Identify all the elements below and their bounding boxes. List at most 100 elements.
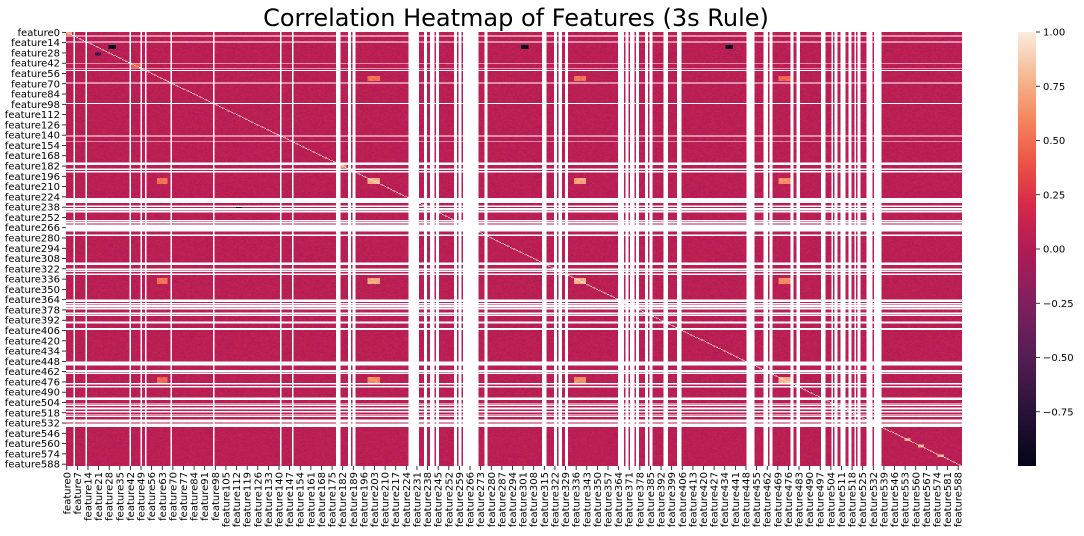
colorbar-tick-label: 0.25 (1043, 190, 1065, 201)
x-tick-label: feature231 (412, 472, 423, 527)
y-tick-label: feature266 (5, 223, 60, 234)
x-tick-label: feature532 (869, 472, 880, 527)
y-tick-label: feature238 (5, 203, 60, 214)
colorbar-tick-labels: 1.00 0.75 0.50 0.25 0.00 −0.25 −0.50 −0.75 (1036, 28, 1074, 418)
x-tick-label: feature511 (837, 472, 848, 527)
y-tick-label: feature532 (5, 419, 60, 430)
x-tick-label: feature581 (943, 472, 954, 527)
x-axis-tick-labels: feature0 feature7 feature14 feature21 featur… (62, 466, 965, 527)
x-tick-label: feature483 (795, 472, 806, 527)
x-tick-label: feature364 (614, 472, 625, 527)
y-tick-label: feature168 (5, 151, 60, 162)
x-tick-label: feature105 (221, 472, 232, 527)
x-tick-label: feature14 (83, 472, 94, 521)
x-tick-label: feature0 (62, 472, 73, 514)
y-tick-label: feature70 (11, 79, 60, 90)
heatmap-cells (66, 32, 962, 466)
x-tick-label: feature182 (338, 472, 349, 527)
x-tick-label: feature434 (720, 472, 731, 527)
y-tick-label: feature210 (5, 182, 60, 193)
x-tick-label: feature350 (593, 472, 604, 527)
x-tick-label: feature357 (603, 472, 614, 527)
y-axis-tick-labels: feature0feature14feature28feature42featu… (5, 28, 66, 471)
x-tick-label: feature161 (306, 472, 317, 527)
x-tick-label: feature21 (94, 472, 105, 521)
y-tick-label: feature154 (5, 141, 60, 152)
x-tick-label: feature525 (858, 472, 869, 527)
colorbar-tick-label: 1.00 (1043, 28, 1065, 39)
y-tick-label: feature0 (18, 28, 60, 39)
x-tick-label: feature126 (253, 472, 264, 527)
x-tick-label: feature294 (508, 472, 519, 527)
x-tick-label: feature217 (391, 472, 402, 527)
y-tick-label: feature392 (5, 316, 60, 327)
x-tick-label: feature406 (678, 472, 689, 527)
x-tick-label: feature56 (147, 472, 158, 521)
y-tick-label: feature518 (5, 408, 60, 419)
x-tick-label: feature413 (688, 472, 699, 527)
x-tick-label: feature147 (285, 472, 296, 527)
colorbar: 1.00 0.75 0.50 0.25 0.00 −0.25 −0.50 −0.75 (1018, 28, 1074, 466)
x-tick-label: feature378 (635, 472, 646, 527)
x-tick-label: feature252 (444, 472, 455, 527)
y-tick-label: feature546 (5, 429, 60, 440)
x-tick-label: feature112 (232, 472, 243, 527)
y-tick-label: feature182 (5, 162, 60, 173)
colorbar-tick-label: −0.50 (1043, 353, 1074, 364)
x-tick-label: feature427 (710, 472, 721, 527)
x-tick-label: feature504 (826, 472, 837, 527)
x-tick-label: feature224 (402, 472, 413, 527)
x-tick-label: feature84 (190, 472, 201, 521)
x-tick-label: feature140 (275, 472, 286, 527)
x-tick-label: feature371 (625, 472, 636, 527)
y-tick-label: feature588 (5, 460, 60, 471)
x-tick-label: feature273 (476, 472, 487, 527)
x-tick-label: feature259 (455, 472, 466, 527)
x-tick-label: feature336 (572, 472, 583, 527)
x-tick-label: feature77 (179, 472, 190, 521)
colorbar-tick-label: 0.50 (1043, 136, 1065, 147)
x-tick-label: feature42 (126, 472, 137, 521)
y-tick-label: feature378 (5, 305, 60, 316)
x-tick-label: feature497 (816, 472, 827, 527)
x-tick-label: feature203 (370, 472, 381, 527)
y-tick-label: feature308 (5, 254, 60, 265)
x-tick-label: feature469 (773, 472, 784, 527)
y-tick-label: feature364 (5, 295, 60, 306)
x-tick-label: feature329 (561, 472, 572, 527)
y-tick-label: feature140 (5, 131, 60, 142)
x-tick-label: feature420 (699, 472, 710, 527)
x-tick-label: feature35 (115, 472, 126, 521)
y-tick-label: feature294 (5, 244, 60, 255)
chart-title: Correlation Heatmap of Features (3s Rule… (263, 4, 769, 32)
x-tick-label: feature308 (529, 472, 540, 527)
y-tick-label: feature574 (5, 449, 60, 460)
x-tick-label: feature322 (550, 472, 561, 527)
y-tick-label: feature56 (11, 69, 60, 80)
y-tick-label: feature476 (5, 377, 60, 388)
x-tick-label: feature385 (646, 472, 657, 527)
y-tick-label: feature336 (5, 275, 60, 286)
x-tick-label: feature189 (349, 472, 360, 527)
y-tick-label: feature462 (5, 367, 60, 378)
y-tick-label: feature14 (11, 38, 60, 49)
x-tick-label: feature567 (922, 472, 933, 527)
x-tick-label: feature210 (381, 472, 392, 527)
x-tick-label: feature133 (264, 472, 275, 527)
colorbar-gradient (1018, 32, 1036, 466)
colorbar-tick-label: −0.25 (1043, 299, 1074, 310)
y-tick-label: feature84 (11, 90, 60, 101)
y-tick-label: feature252 (5, 213, 60, 224)
x-tick-label: feature7 (73, 472, 84, 514)
x-tick-label: feature518 (848, 472, 859, 527)
y-tick-label: feature406 (5, 326, 60, 337)
y-tick-label: feature420 (5, 336, 60, 347)
y-tick-label: feature112 (5, 110, 60, 121)
y-tick-label: feature28 (11, 48, 60, 59)
colorbar-tick-label: −0.75 (1043, 407, 1074, 418)
x-tick-label: feature245 (434, 472, 445, 527)
x-tick-label: feature119 (243, 472, 254, 527)
x-tick-label: feature238 (423, 472, 434, 527)
x-tick-label: feature91 (200, 472, 211, 521)
